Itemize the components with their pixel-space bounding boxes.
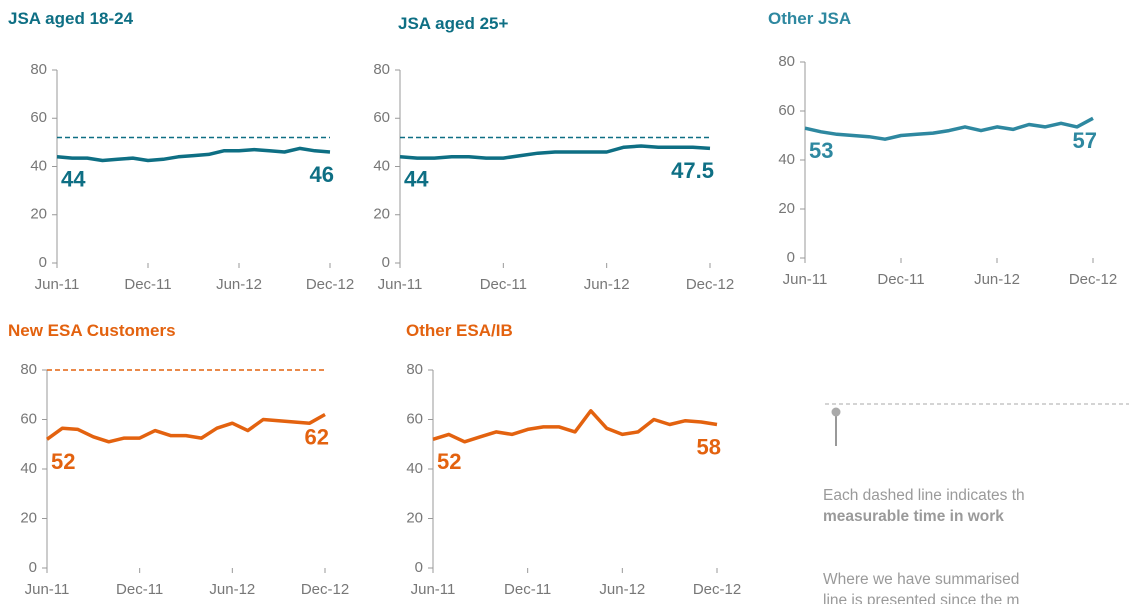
y-tick-label: 60 [20,410,37,427]
data-label: 57 [1073,128,1097,153]
y-tick-label: 0 [29,559,37,576]
note-text: line is presented since the m [823,592,1019,604]
y-tick-label: 20 [373,206,390,223]
chart: JSA aged 18-24 0 20 40 60 80 Jun-11 Dec-11 Jun-1… [8,9,354,293]
x-tick-label: Dec-11 [124,276,171,293]
data-label: 46 [310,162,334,187]
x-tick-label: Dec-12 [686,276,734,293]
x-tick-label: Jun-12 [599,581,645,598]
chart: Other JSA 0 20 40 60 80 Jun-11 Dec-11 Jun-12 Dec-… [768,9,1117,288]
y-tick-label: 80 [778,53,795,70]
x-tick-label: Dec-11 [480,276,527,293]
data-label: 62 [305,424,329,449]
y-tick-label: 20 [30,206,47,223]
x-tick-label: Dec-12 [693,581,741,598]
note-text: Each dashed line indicates th [823,487,1025,504]
data-label: 53 [809,138,833,163]
x-tick-label: Dec-11 [877,271,924,288]
note-text: measurable time in work [823,508,1004,525]
y-tick-label: 0 [415,559,423,576]
y-tick-label: 20 [406,509,423,526]
x-tick-label: Jun-11 [411,581,456,598]
chart: JSA aged 25+ 0 20 40 60 80 Jun-11 Dec-11 Jun-12 D… [373,14,734,293]
series-line [45,412,326,444]
y-tick-label: 60 [30,109,47,126]
y-tick-label: 20 [778,200,795,217]
x-tick-label: Jun-12 [209,581,255,598]
chart: Other ESA/IB 0 20 40 60 80 Jun-11 Dec-11 Jun-12 D… [406,321,741,598]
y-tick-label: 60 [778,102,795,119]
y-tick-label: 0 [787,249,795,266]
series-line [804,116,1094,141]
data-label: 58 [697,434,721,459]
chart-title: Other JSA [768,9,851,28]
y-tick-label: 80 [406,361,423,378]
x-tick-label: Dec-12 [1069,271,1117,288]
y-tick-label: 20 [20,509,37,526]
note: Each dashed line indicates th measurable… [823,403,1129,604]
y-tick-label: 40 [373,157,390,174]
chart-title: New ESA Customers [8,321,176,340]
y-tick-label: 40 [778,151,795,168]
x-tick-label: Jun-11 [378,276,423,293]
data-label: 52 [51,449,75,474]
x-tick-label: Dec-11 [504,581,551,598]
y-tick-label: 60 [373,109,390,126]
y-tick-label: 40 [30,157,47,174]
x-tick-label: Dec-11 [116,581,163,598]
series-line [399,144,711,160]
series-line [56,146,331,163]
x-tick-label: Jun-11 [35,276,80,293]
note-text: Where we have summarised [823,571,1019,588]
x-tick-label: Jun-12 [584,276,630,293]
note-pin-head [831,407,841,417]
x-tick-label: Jun-11 [25,581,70,598]
x-tick-label: Jun-11 [783,271,828,288]
y-tick-label: 80 [20,361,37,378]
data-label: 44 [61,167,86,192]
y-tick-label: 40 [20,460,37,477]
chart-title: Other ESA/IB [406,321,513,340]
series-line [432,409,718,444]
data-label: 52 [437,449,461,474]
chart-title: JSA aged 18-24 [8,9,134,28]
y-tick-label: 80 [30,61,47,78]
x-tick-label: Jun-12 [216,276,262,293]
chart: New ESA Customers 0 20 40 60 80 Jun-11 Dec-11 Ju… [8,321,349,598]
y-tick-label: 40 [406,460,423,477]
y-tick-label: 0 [39,254,47,271]
y-tick-label: 60 [406,410,423,427]
x-tick-label: Dec-12 [301,581,349,598]
chart-title: JSA aged 25+ [398,14,508,33]
y-tick-label: 0 [382,254,390,271]
y-tick-label: 80 [373,61,390,78]
x-tick-label: Dec-12 [306,276,354,293]
data-label: 47.5 [671,158,714,183]
data-label: 44 [404,167,429,192]
x-tick-label: Jun-12 [974,271,1020,288]
